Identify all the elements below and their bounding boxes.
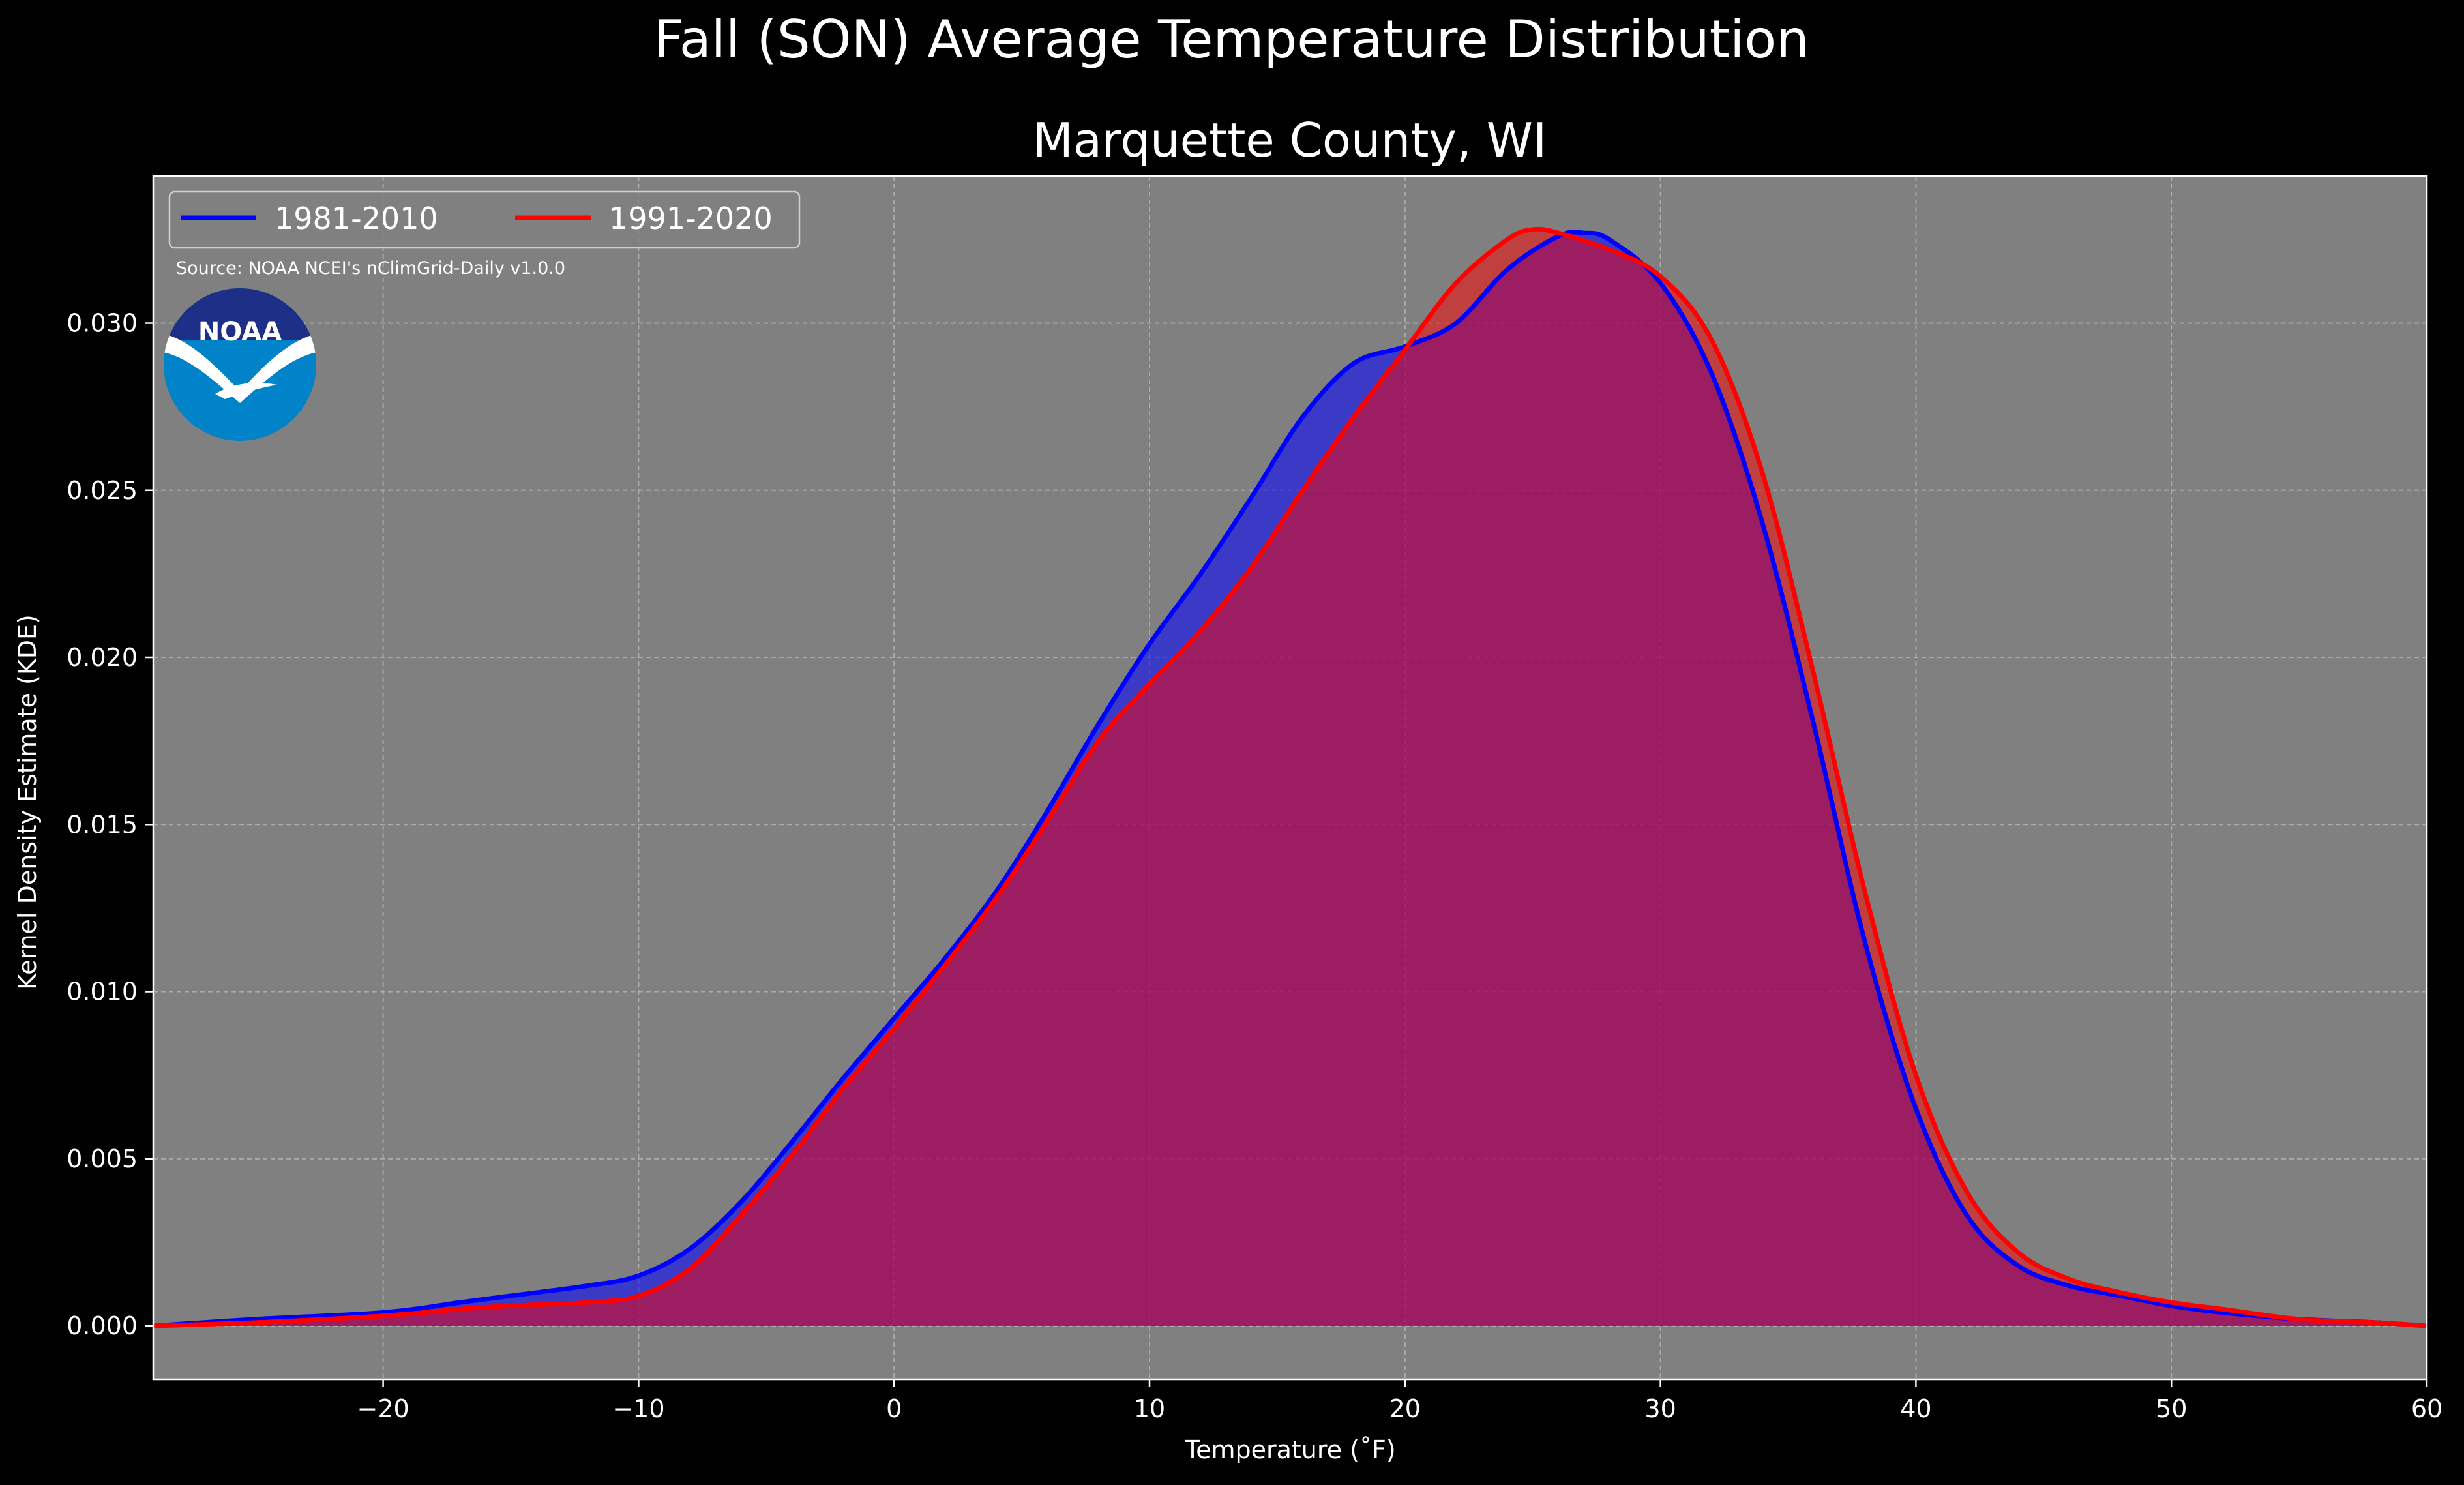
legend-entry-1991-2020: 1991-2020 (609, 201, 773, 236)
x-tick-label: 10 (1134, 1394, 1165, 1423)
series-layer (153, 226, 2427, 1328)
area-1991-2020 (153, 229, 2427, 1326)
chart-title: Marquette County, WI (1033, 113, 1547, 168)
y-tick-label: 0.010 (67, 978, 138, 1006)
legend-entry-1981-2010: 1981-2010 (275, 201, 438, 236)
y-tick-label: 0.025 (67, 476, 138, 505)
x-tick-label: 20 (1389, 1394, 1421, 1423)
x-tick-label: 30 (1644, 1394, 1676, 1423)
x-tick-label: −10 (612, 1394, 664, 1423)
legend-box (168, 190, 801, 249)
y-tick-label: 0.005 (67, 1145, 138, 1173)
line-1991-2020 (153, 226, 2427, 1328)
noaa-logo: NOAA (164, 288, 316, 441)
x-tick-label: 0 (886, 1394, 902, 1423)
x-tick-label: 50 (2156, 1394, 2187, 1423)
y-tick-label: 0.000 (67, 1312, 138, 1340)
logo-gull-icon (164, 334, 316, 403)
x-tick-label: −20 (357, 1394, 409, 1423)
figure-suptitle: Fall (SON) Average Temperature Distribut… (654, 9, 1809, 70)
y-tick-label: 0.015 (67, 810, 138, 839)
logo-text: NOAA (198, 317, 282, 347)
x-axis-label: Temperature (˚F) (1184, 1435, 1395, 1464)
x-tick-label: 60 (2411, 1394, 2442, 1423)
source-note: Source: NOAA NCEI's nClimGrid-Daily v1.0… (176, 258, 565, 278)
ticks: −20 −10 0 10 20 30 40 50 60 0.000 0.005 0.010 0.015 0… (67, 309, 2442, 1424)
line-1981-2010 (153, 230, 2427, 1328)
y-axis-label: Kernel Density Estimate (KDE) (13, 614, 42, 990)
legend: 1981-2010 1991-2020 (168, 190, 801, 249)
plot-frame (152, 175, 2428, 1381)
logo-gull-wing-icon (215, 382, 277, 399)
y-tick-label: 0.020 (67, 643, 138, 672)
y-tick-label: 0.030 (67, 309, 138, 338)
x-tick-label: 40 (1900, 1394, 1931, 1423)
